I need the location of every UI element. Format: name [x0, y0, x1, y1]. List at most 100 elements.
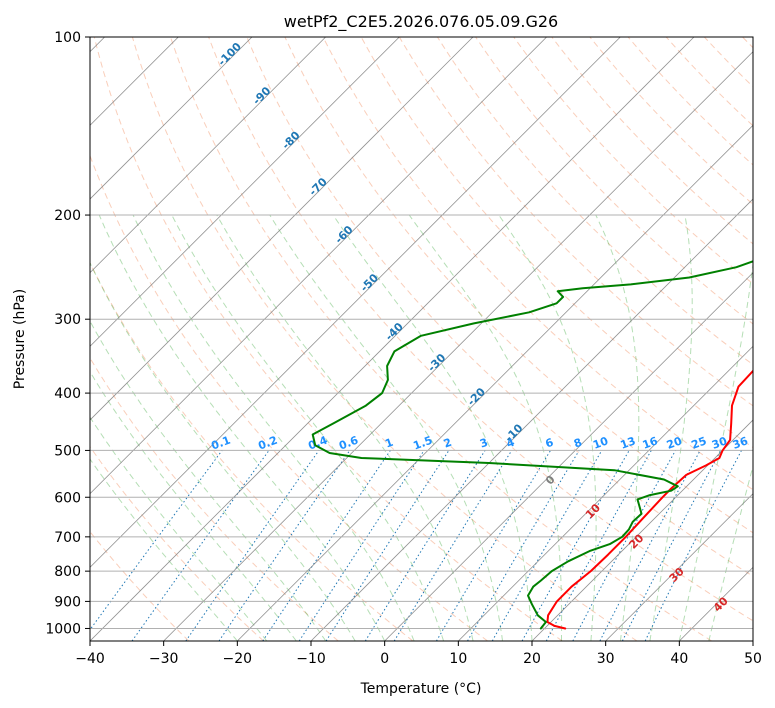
dry-adiabat-line — [246, 37, 753, 577]
x-tick-label: −20 — [223, 651, 253, 667]
dry-adiabat-line — [170, 37, 712, 641]
isotherm-line — [531, 419, 753, 641]
isotherms — [90, 37, 753, 641]
mixing-ratio-label: 1 — [383, 436, 395, 451]
mixing-ratio-label: 0.6 — [337, 434, 360, 453]
x-axis-label: Temperature (°C) — [360, 681, 482, 697]
mixing-ratio-line — [644, 450, 742, 641]
dry-adiabat-line — [131, 37, 638, 641]
profile-series — [311, 260, 753, 630]
dry-adiabats — [90, 37, 753, 641]
mixing-ratio-line — [621, 450, 722, 641]
dewpoint-profile-line — [311, 260, 753, 630]
mixing-ratio-label: 1.5 — [412, 434, 435, 453]
dry-adiabat-line — [513, 37, 753, 285]
y-tick-label: 900 — [54, 594, 81, 610]
mixing-ratio-label: 2 — [442, 436, 454, 451]
plot-area: 0.1 0.2 0.4 0.6 1 1.5 2 3 4 6 8 10 13 16 20 25 30 36-100-… — [90, 37, 753, 641]
x-tick-label: 10 — [449, 651, 467, 667]
mixing-ratio-label: 8 — [572, 436, 584, 451]
mixing-ratio-label: 0.1 — [210, 434, 233, 453]
x-tick-label: −30 — [149, 651, 179, 667]
isotherm-line — [90, 37, 253, 200]
mixing-ratio-line — [325, 450, 450, 641]
mixing-ratio-line — [298, 450, 425, 641]
moist-adiabat-line — [90, 458, 238, 641]
mixing-ratio-label: 10 — [591, 434, 610, 452]
moist-adiabat-line — [678, 260, 753, 641]
dry-adiabat-line — [284, 37, 753, 534]
moist-adiabat-line — [98, 214, 386, 641]
dry-adiabat-line — [208, 37, 753, 622]
isotherm-line — [90, 37, 400, 347]
x-tick-label: 0 — [380, 651, 389, 667]
mixing-ratio-label: 20 — [665, 434, 684, 452]
mixing-ratio-label: 4 — [505, 436, 517, 451]
isotherm-line — [310, 198, 753, 641]
moist-adiabat-line — [90, 320, 327, 641]
y-axis-label: Pressure (hPa) — [12, 289, 28, 389]
mixing-ratio-label: 16 — [641, 434, 660, 452]
x-tick-label: 20 — [523, 651, 541, 667]
mixing-ratio-line — [545, 450, 652, 641]
y-tick-label: 300 — [54, 312, 81, 328]
mixing-ratio-line — [262, 450, 391, 641]
mixing-ratio-label: 0.4 — [306, 434, 329, 453]
isotherm-line — [384, 272, 753, 641]
y-tick-label: 500 — [54, 443, 81, 459]
y-tick-label: 1000 — [45, 621, 81, 637]
chart-title: wetPf2_C2E5.2026.076.05.09.G26 — [284, 12, 558, 32]
dry-adiabat-line — [90, 261, 414, 641]
mixing-ratio-label: 3 — [478, 436, 490, 451]
isotherm-line — [90, 37, 621, 568]
x-tick-label: −10 — [296, 651, 326, 667]
plot-frame — [89, 36, 754, 642]
temperature-profile-line — [546, 369, 753, 630]
y-tick-label: 800 — [54, 564, 81, 580]
mixing-ratio-line — [393, 450, 513, 641]
moist-adiabat-line — [90, 370, 297, 641]
moist-adiabat-line — [90, 416, 268, 641]
dry-adiabat-line — [90, 445, 264, 641]
dry-adiabat-line — [93, 37, 563, 641]
dry-adiabat-line — [322, 37, 753, 491]
dry-adiabat-line — [475, 37, 753, 325]
moist-adiabat-line — [216, 214, 474, 641]
mixing-ratio-label: 6 — [544, 436, 556, 451]
moist-adiabat-line — [90, 261, 356, 641]
moist-adiabats — [90, 214, 753, 641]
moist-adiabat-line — [171, 214, 445, 641]
y-tick-label: 700 — [54, 530, 81, 546]
dry-adiabat-line — [90, 357, 339, 641]
y-axis-ticks: 100 200 300 400 500 600 700 800 900 1000 — [45, 30, 90, 637]
moist-adiabat-line — [132, 214, 415, 641]
moist-adiabat-line — [408, 214, 563, 641]
moist-adiabat-line — [649, 214, 693, 641]
y-tick-label: 200 — [54, 208, 81, 224]
isotherm-line — [90, 37, 474, 421]
mixing-ratio-label: 25 — [690, 434, 709, 451]
mixing-ratio-line — [572, 450, 676, 641]
moist-adiabat-line — [595, 214, 640, 641]
mixing-ratio-label: 36 — [731, 434, 750, 452]
isotherm-line — [163, 51, 753, 641]
isotherm-line — [90, 37, 547, 495]
x-tick-label: 40 — [670, 651, 688, 667]
x-tick-label: 50 — [744, 651, 762, 667]
y-tick-label: 400 — [54, 386, 81, 402]
pressure-gridlines — [90, 37, 753, 629]
mixing-ratio-label: 13 — [619, 434, 638, 451]
isotherm-line — [605, 493, 753, 641]
moist-adiabat-line — [332, 214, 533, 641]
isotherm-line — [237, 124, 753, 641]
mixing-ratio-line — [218, 450, 351, 641]
y-tick-label: 100 — [54, 30, 81, 46]
x-tick-label: −40 — [75, 651, 105, 667]
mixing-ratio-line — [90, 450, 223, 631]
mixing-ratio-line — [185, 450, 320, 641]
mixing-ratio-label: 0.2 — [256, 434, 279, 453]
moist-adiabat-line — [269, 214, 503, 641]
isotherm-line — [458, 345, 753, 641]
